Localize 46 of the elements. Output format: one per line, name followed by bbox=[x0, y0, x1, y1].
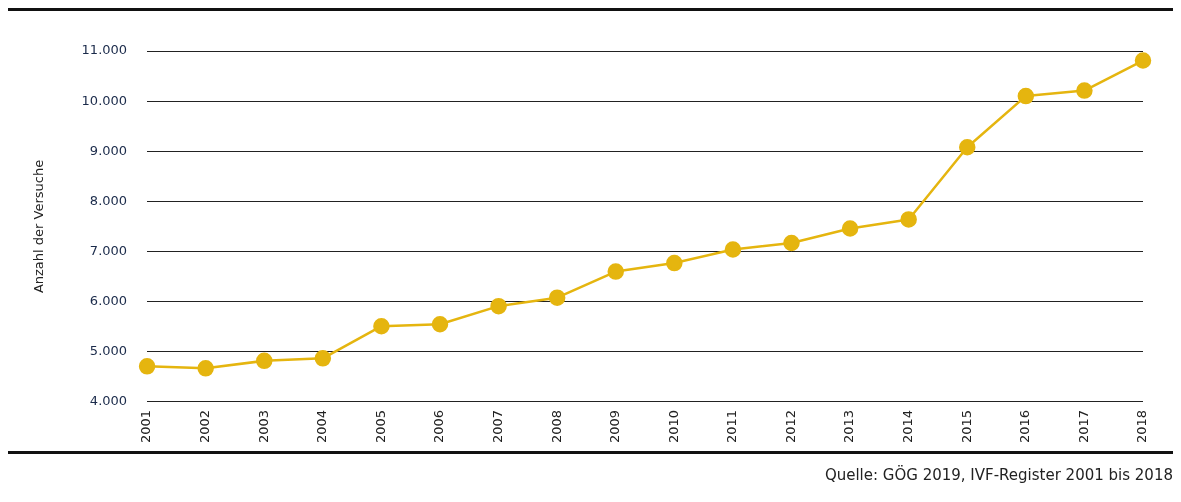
x-tick-label: 2007 bbox=[489, 409, 505, 444]
x-tick-label: 2005 bbox=[372, 409, 388, 444]
x-tick-label: 2009 bbox=[607, 409, 623, 444]
point bbox=[1134, 52, 1152, 69]
x-tick-label: 2003 bbox=[255, 409, 271, 444]
point bbox=[841, 220, 859, 237]
point bbox=[900, 211, 917, 228]
x-tick-label: 2012 bbox=[782, 409, 798, 444]
y-tick-label: 9.000 bbox=[89, 142, 128, 158]
point bbox=[197, 360, 214, 377]
y-tick-label: 4.000 bbox=[89, 393, 128, 409]
x-tick-label: 2001 bbox=[138, 409, 154, 444]
y-tick-label: 11.000 bbox=[81, 42, 128, 58]
point bbox=[490, 297, 507, 315]
point bbox=[666, 254, 683, 272]
point bbox=[1017, 87, 1035, 105]
x-tick-label: 2018 bbox=[1134, 409, 1150, 444]
x-tick-label: 2013 bbox=[841, 409, 857, 444]
point bbox=[138, 358, 156, 375]
y-tick-label: 7.000 bbox=[89, 242, 128, 258]
point bbox=[959, 139, 976, 156]
y-tick-label: 8.000 bbox=[89, 192, 128, 208]
point bbox=[431, 315, 449, 333]
x-tick-label: 2004 bbox=[314, 409, 330, 444]
x-tick-label: 2017 bbox=[1075, 409, 1091, 444]
point bbox=[724, 241, 742, 258]
x-tick-label: 2015 bbox=[958, 409, 974, 444]
x-tick-label: 2014 bbox=[900, 409, 916, 444]
point bbox=[314, 350, 332, 367]
point bbox=[256, 352, 273, 370]
y-tick-label: 6.000 bbox=[89, 293, 128, 309]
x-tick-label: 2010 bbox=[665, 409, 681, 444]
point bbox=[607, 263, 624, 280]
x-tick-label: 2002 bbox=[197, 409, 213, 444]
y-axis-title: Anzahl der Versuche bbox=[31, 159, 47, 294]
y-tick-label: 10.000 bbox=[81, 92, 128, 108]
x-tick-label: 2011 bbox=[724, 409, 740, 444]
point bbox=[1076, 82, 1093, 99]
point bbox=[373, 317, 390, 335]
x-tick-label: 2008 bbox=[548, 409, 564, 444]
source-note: Quelle: GÖG 2019, IVF-Register 2001 bis 2018 bbox=[823, 466, 1173, 484]
point bbox=[548, 289, 566, 306]
y-tick-label: 5.000 bbox=[89, 343, 128, 359]
x-tick-label: 2016 bbox=[1017, 409, 1033, 444]
x-tick-label: 2006 bbox=[431, 409, 447, 444]
point bbox=[783, 234, 800, 252]
